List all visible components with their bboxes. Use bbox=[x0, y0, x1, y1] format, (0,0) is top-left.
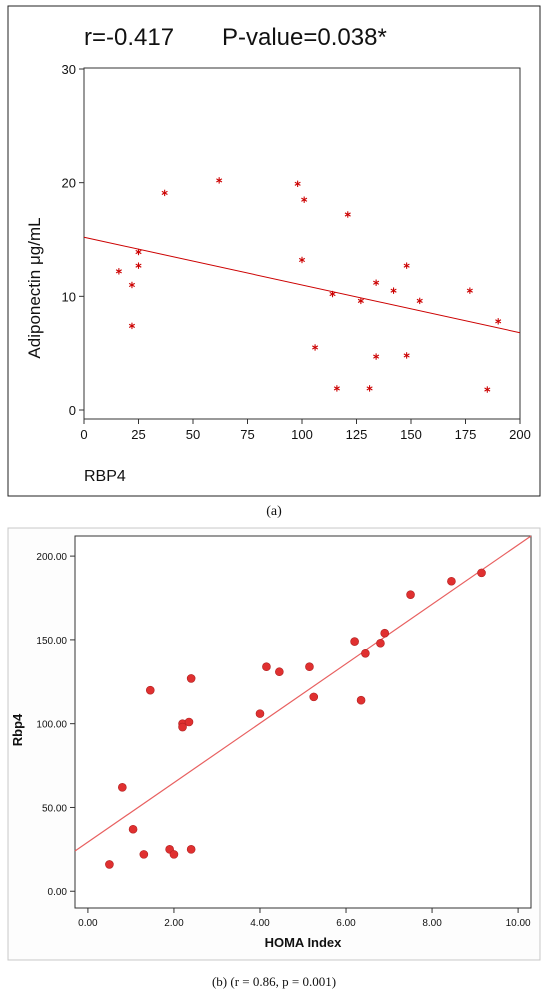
y-tick-label: 200.00 bbox=[36, 552, 67, 563]
data-point bbox=[403, 262, 410, 269]
data-point bbox=[495, 318, 502, 325]
data-point bbox=[403, 352, 410, 359]
x-tick-label: 150 bbox=[400, 427, 422, 442]
data-point bbox=[406, 590, 415, 599]
y-tick-label: 150.00 bbox=[36, 636, 67, 647]
panel-a: r=-0.417 P-value=0.038* 0 25 50 75 100 125 150… bbox=[7, 5, 541, 519]
y-tick-label: 10 bbox=[62, 289, 76, 304]
data-point bbox=[484, 386, 491, 393]
data-point bbox=[262, 662, 271, 672]
data-point bbox=[357, 297, 364, 305]
panel-a-axes: 0 25 50 75 100 125 150 175 200 0 10 20 30 bbox=[62, 62, 531, 442]
x-tick-label: 0 bbox=[80, 427, 87, 442]
data-point bbox=[275, 667, 284, 677]
panel-b-y-label: Rbp4 bbox=[10, 713, 25, 746]
panel-b-plot-area bbox=[74, 535, 532, 909]
data-point bbox=[128, 322, 136, 330]
panel-a-x-label: RBP4 bbox=[84, 468, 126, 485]
regression-line bbox=[74, 535, 532, 852]
x-tick-label: 100 bbox=[291, 427, 313, 442]
panel-a-svg: r=-0.417 P-value=0.038* 0 25 50 75 100 125 150… bbox=[7, 5, 541, 519]
x-tick-label: 125 bbox=[346, 427, 368, 442]
data-point bbox=[139, 850, 149, 859]
data-point bbox=[390, 287, 397, 294]
data-point bbox=[376, 638, 385, 648]
data-point bbox=[255, 709, 265, 718]
data-point bbox=[416, 297, 423, 305]
data-point bbox=[309, 692, 319, 702]
panel-b-axes: 0.00 2.00 4.00 6.00 8.00 10.00 0.00 50.00 100.00… bbox=[36, 552, 531, 929]
y-tick-label: 30 bbox=[62, 62, 76, 77]
data-point bbox=[380, 628, 390, 638]
panel-a-marks bbox=[83, 177, 521, 393]
x-tick-label: 6.00 bbox=[336, 918, 356, 929]
panel-a-stat-p: P-value=0.038* bbox=[222, 24, 387, 51]
data-point bbox=[115, 268, 122, 275]
data-point bbox=[184, 717, 194, 727]
data-point bbox=[305, 662, 314, 672]
data-point bbox=[447, 576, 456, 586]
data-point bbox=[477, 568, 486, 578]
data-point bbox=[186, 845, 196, 854]
data-point bbox=[118, 783, 127, 792]
data-point bbox=[329, 290, 336, 298]
data-point bbox=[128, 281, 136, 289]
x-tick-label: 10.00 bbox=[506, 918, 531, 929]
data-point bbox=[301, 196, 308, 203]
panel-a-caption: (a) bbox=[266, 504, 282, 519]
panel-a-y-label: Adiponectin μg/mL bbox=[25, 217, 44, 358]
panel-b-x-label: HOMA Index bbox=[265, 935, 343, 950]
data-point bbox=[135, 262, 142, 269]
data-point bbox=[128, 824, 138, 834]
x-tick-label: 25 bbox=[131, 427, 145, 442]
x-tick-label: 8.00 bbox=[422, 918, 442, 929]
data-point bbox=[178, 722, 187, 732]
panel-b-caption: (b) (r = 0.86, p = 0.001) bbox=[212, 974, 336, 989]
data-point bbox=[161, 189, 168, 197]
data-point bbox=[145, 685, 155, 695]
panel-b-marks bbox=[74, 535, 532, 869]
data-point bbox=[466, 287, 473, 294]
data-point bbox=[333, 385, 340, 392]
panel-b: 0.00 2.00 4.00 6.00 8.00 10.00 0.00 50.00 100.00… bbox=[0, 525, 549, 994]
data-point bbox=[105, 860, 114, 869]
x-tick-label: 200 bbox=[509, 427, 531, 442]
data-point bbox=[216, 177, 223, 184]
x-tick-label: 2.00 bbox=[164, 918, 184, 929]
data-point bbox=[135, 248, 142, 256]
y-tick-label: 100.00 bbox=[36, 720, 67, 731]
y-tick-label: 0 bbox=[69, 403, 76, 418]
data-point bbox=[350, 637, 359, 646]
data-point bbox=[366, 385, 373, 392]
y-tick-label: 20 bbox=[62, 176, 76, 191]
x-tick-label: 75 bbox=[240, 427, 254, 442]
panel-a-frame bbox=[7, 5, 541, 497]
data-point bbox=[373, 353, 380, 360]
x-tick-label: 175 bbox=[455, 427, 477, 442]
data-point bbox=[186, 674, 196, 683]
data-point bbox=[361, 648, 370, 658]
y-tick-label: 0.00 bbox=[48, 887, 68, 898]
x-tick-label: 0.00 bbox=[78, 918, 98, 929]
regression-line bbox=[83, 236, 521, 334]
data-point bbox=[294, 180, 301, 188]
panel-a-stat-r: r=-0.417 bbox=[84, 24, 174, 51]
data-point bbox=[356, 695, 366, 705]
y-tick-label: 50.00 bbox=[42, 803, 67, 814]
x-tick-label: 50 bbox=[186, 427, 200, 442]
x-tick-label: 4.00 bbox=[250, 918, 270, 929]
panel-a-plot-area bbox=[83, 67, 521, 420]
panel-b-svg: 0.00 2.00 4.00 6.00 8.00 10.00 0.00 50.00 100.00… bbox=[7, 527, 541, 989]
data-point bbox=[312, 344, 319, 351]
data-point bbox=[298, 256, 306, 264]
data-point bbox=[373, 279, 380, 286]
data-point bbox=[344, 211, 351, 218]
data-point bbox=[169, 850, 179, 859]
